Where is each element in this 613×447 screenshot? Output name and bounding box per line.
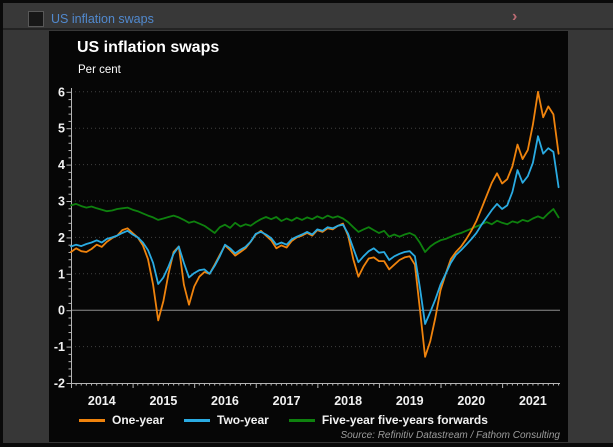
legend-swatch <box>184 418 211 422</box>
chart-title: US inflation swaps <box>77 39 220 56</box>
x-tick-label: 2017 <box>273 394 301 408</box>
y-tick-label: 3 <box>58 195 65 209</box>
legend-swatch <box>288 418 315 422</box>
series-line-one-year <box>70 90 560 358</box>
legend-label: Five-year five-years forwards <box>321 413 488 427</box>
y-tick-label: 0 <box>58 304 65 318</box>
titlebar: US inflation swaps › <box>3 3 613 30</box>
x-tick-label: 2018 <box>334 394 362 408</box>
legend-item: One-year <box>79 413 164 427</box>
chart-subtitle: Per cent <box>78 64 121 76</box>
chart-source: Source: Refinitiv Datastream / Fathom Co… <box>340 430 560 441</box>
window-border-top <box>0 0 613 3</box>
window-border-left <box>0 0 3 447</box>
y-tick-label: 4 <box>58 158 65 172</box>
panel-icon[interactable] <box>28 11 44 27</box>
series-line-two-year <box>70 135 560 325</box>
window-border-bottom <box>0 443 613 447</box>
legend-label: One-year <box>112 413 165 427</box>
series-line-five-year-five-years-forwards <box>70 202 560 253</box>
x-tick-label: 2016 <box>211 394 239 408</box>
legend-swatch <box>79 418 105 422</box>
chart-panel: -2 -1 0 1 2 3 4 5 6 2014 2015 2016 2017 2018 2019 2020 2… <box>49 31 568 442</box>
titlebar-title[interactable]: US inflation swaps <box>51 12 154 26</box>
chart-plot: -2 -1 0 1 2 3 4 5 6 2014 2015 2016 2017 2018 2019 2020 2… <box>54 85 560 408</box>
legend-item: Five-year five-years forwards <box>288 413 488 427</box>
y-tick-label: -1 <box>54 340 65 354</box>
x-tick-label: 2021 <box>519 394 547 408</box>
y-tick-label: 1 <box>58 267 65 281</box>
chart-legend: One-year Two-year Five-year five-years for… <box>79 413 488 427</box>
y-tick-label: -2 <box>54 377 65 391</box>
x-tick-label: 2019 <box>396 394 424 408</box>
legend-label: Two-year <box>217 413 269 427</box>
y-tick-label: 5 <box>58 122 65 136</box>
y-tick-label: 6 <box>58 85 65 99</box>
y-tick-label: 2 <box>58 231 65 245</box>
x-tick-label: 2014 <box>88 394 116 408</box>
x-tick-label: 2020 <box>457 394 485 408</box>
legend-item: Two-year <box>184 413 269 427</box>
expand-chevron-icon[interactable]: › <box>512 8 518 25</box>
x-tick-label: 2015 <box>149 394 177 408</box>
